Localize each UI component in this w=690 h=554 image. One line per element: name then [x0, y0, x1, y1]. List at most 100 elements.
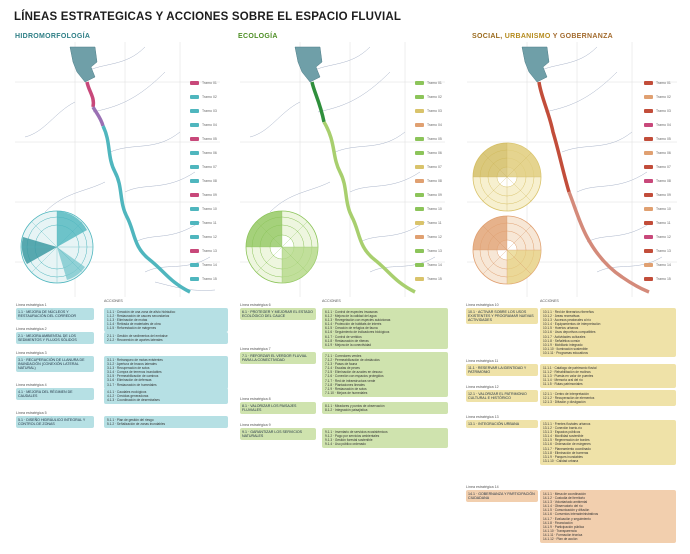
- strategic-line-block: Línea estratégica 6 6.1 · PROTEGER Y MEJO…: [240, 303, 316, 320]
- strategic-line-label: 8.1 · VALORIZAR LOS PAISAJES FLUVIALES: [240, 402, 316, 414]
- tramo-row: Tramo 11: [190, 220, 217, 225]
- actions-box: 6.1.1 · Control de especies invasoras 6.1…: [322, 308, 448, 349]
- action-item: 4.1.1 · Caudales ecológicos: [107, 390, 147, 394]
- section-title-hidromorfologia: HIDROMORFOLOGÍA: [15, 33, 91, 40]
- tramo-label: Tramo 09: [656, 192, 671, 197]
- strategic-line-label: 6.1 · PROTEGER Y MEJORAR EL ESTADO ECOLÓ…: [240, 308, 316, 320]
- strategic-line-label: 14.1 · GOBERNANZA Y PARTICIPACIÓN CIUDAD…: [466, 490, 538, 502]
- tramo-label: Tramo 03: [656, 108, 671, 113]
- action-item: 3.1.1 · Retranqueo de motas existentes: [107, 358, 163, 362]
- tramo-label: Tramo 15: [656, 276, 671, 281]
- tramo-row: Tramo 10: [415, 206, 442, 211]
- tramo-row: Tramo 06: [415, 150, 442, 155]
- river-segment-purple: [91, 106, 105, 127]
- tramo-label: Tramo 06: [656, 150, 671, 155]
- action-item: 13.1.6 · Ordenación de márgenes: [543, 442, 591, 447]
- river-segment-pink: [85, 81, 96, 108]
- strategic-line-label: 11.1 · RESERVAR LA IDENTIDAD Y PATRIMONI…: [466, 364, 538, 376]
- action-item: 9.1.4 · Uso público ordenado: [325, 442, 366, 447]
- tramo-row: Tramo 14: [644, 262, 671, 267]
- tramo-row: Tramo 09: [415, 192, 442, 197]
- tramo-row: Tramo 01: [644, 80, 671, 85]
- action-item: 7.1.6 · Conexión con espacios protegidos: [325, 374, 384, 379]
- tramo-tag: [415, 178, 424, 183]
- action-item: 11.1.3 · Puesta en valor de puentes: [543, 374, 594, 379]
- tramo-label: Tramo 01: [656, 80, 671, 85]
- action-item: 2.1.2 · Reconexión de aportes laterales: [107, 338, 163, 343]
- action-item: 7.1.4 · Escalas de peces: [325, 366, 360, 371]
- soc-acciones-head: ACCIONES: [540, 299, 559, 303]
- strategic-line-label: 9.1 · GARANTIZAR LOS SERVICIOS NATURALES: [240, 428, 316, 440]
- tramo-label: Tramo 02: [656, 94, 671, 99]
- action-item: 3.1.7 · Restauración de humedales: [107, 382, 157, 387]
- tramo-label: Tramo 13: [202, 248, 217, 253]
- river-main: [322, 121, 416, 294]
- action-item: 1.1.4 · Retirada de materiales de obra: [107, 322, 161, 327]
- river-main: [101, 125, 191, 294]
- tramo-row: Tramo 06: [644, 150, 671, 155]
- tramo-tag: [190, 220, 199, 225]
- strategic-line-block: Línea estratégica 9 9.1 · GARANTIZAR LOS …: [240, 423, 316, 440]
- action-item: 10.1.11 · Programas educativos: [543, 350, 588, 355]
- tramo-row: Tramo 13: [190, 248, 217, 253]
- tramo-tag: [644, 234, 653, 239]
- section-title-social-a: SOCIAL,: [472, 33, 503, 40]
- river-segment-dark-green: [310, 81, 326, 123]
- tramo-row: Tramo 15: [415, 276, 442, 281]
- action-item: 1.1.3 · Eliminación de motas: [107, 318, 148, 323]
- tramo-label: Tramo 11: [202, 220, 217, 225]
- strategic-line-heading: Línea estratégica 7: [240, 347, 271, 351]
- strategic-line-label: 10.1 · ACTIVAR SOBRE LOS USOS EXISTENTES…: [466, 308, 538, 325]
- actions-box: 4.1.1 · Caudales ecológicos 4.1.2 · Creci…: [104, 388, 228, 405]
- tramo-row: Tramo 12: [190, 234, 217, 239]
- tramo-row: Tramo 14: [415, 262, 442, 267]
- action-item: 14.1.4 · Observatorio del río: [543, 504, 583, 509]
- tramo-tag: [190, 192, 199, 197]
- tramo-label: Tramo 01: [427, 80, 442, 85]
- strategic-line-heading: Línea estratégica 3: [16, 351, 47, 355]
- actions-box: 3.1.1 · Retranqueo de motas existentes 3.…: [104, 356, 228, 389]
- tramo-tag: [415, 248, 424, 253]
- action-item: 6.1.8 · Restauración de riberas: [325, 338, 369, 343]
- action-item: 13.1.5 · Regeneración de bordes: [543, 438, 590, 443]
- tributary-rivers: [249, 46, 436, 273]
- tramo-label: Tramo 05: [656, 136, 671, 141]
- tramo-tag: [190, 206, 199, 211]
- strategic-line-block: Línea estratégica 11 11.1 · RESERVAR LA I…: [466, 359, 538, 376]
- tramo-row: Tramo 01: [190, 80, 217, 85]
- strategic-line-label: 5.1 · DISEÑO HIDRÁULICO INTEGRAL Y CONTR…: [16, 416, 94, 428]
- tramo-tag: [415, 80, 424, 85]
- strategic-line-block: Línea estratégica 8 8.1 · VALORIZAR LOS P…: [240, 397, 316, 414]
- action-item: 9.1.2 · Pago por servicios ambientales: [325, 434, 380, 439]
- tramo-row: Tramo 11: [415, 220, 442, 225]
- tramo-row: Tramo 08: [415, 178, 442, 183]
- strategic-line-label: 12.1 · VALORIZAR EL PATRIMONIO CULTURAL …: [466, 390, 538, 402]
- social-map: [467, 42, 677, 297]
- tramo-tag: [415, 94, 424, 99]
- action-item: 14.1.12 · Plan de acción: [543, 537, 578, 542]
- tramo-row: Tramo 12: [415, 234, 442, 239]
- action-item: 13.1.4 · Movilidad sostenible: [543, 434, 584, 439]
- tramo-label: Tramo 10: [427, 206, 442, 211]
- action-item: 1.1.5 · Reforestación de márgenes: [107, 326, 157, 331]
- tramo-tag: [644, 178, 653, 183]
- action-item: 3.1.6 · Eliminación de defensas: [107, 378, 152, 383]
- strategic-line-heading: Línea estratégica 13: [466, 415, 499, 419]
- tramo-label: Tramo 01: [202, 80, 217, 85]
- tramo-tag: [644, 192, 653, 197]
- tramo-tag: [415, 136, 424, 141]
- hidromorfologia-map: [15, 42, 220, 297]
- tramo-tag: [644, 80, 653, 85]
- strategic-line-block: Línea estratégica 13 13.1 · INTEGRACIÓN U…: [466, 415, 538, 428]
- tramo-label: Tramo 14: [656, 262, 671, 267]
- tramo-label: Tramo 07: [656, 164, 671, 169]
- action-item: 9.1.1 · Inventario de servicios ecosisté…: [325, 430, 388, 434]
- action-item: 11.1.1 · Catálogo de patrimonio fluvial: [543, 366, 597, 370]
- tramo-tag: [415, 192, 424, 197]
- tramo-tag: [190, 136, 199, 141]
- action-item: 10.1.8 · Señalética común: [543, 338, 581, 343]
- tributary-rivers: [24, 46, 216, 291]
- strategic-line-block: Línea estratégica 14 14.1 · GOBERNANZA Y …: [466, 485, 538, 502]
- reservoir: [69, 46, 98, 83]
- tramo-row: Tramo 12: [644, 234, 671, 239]
